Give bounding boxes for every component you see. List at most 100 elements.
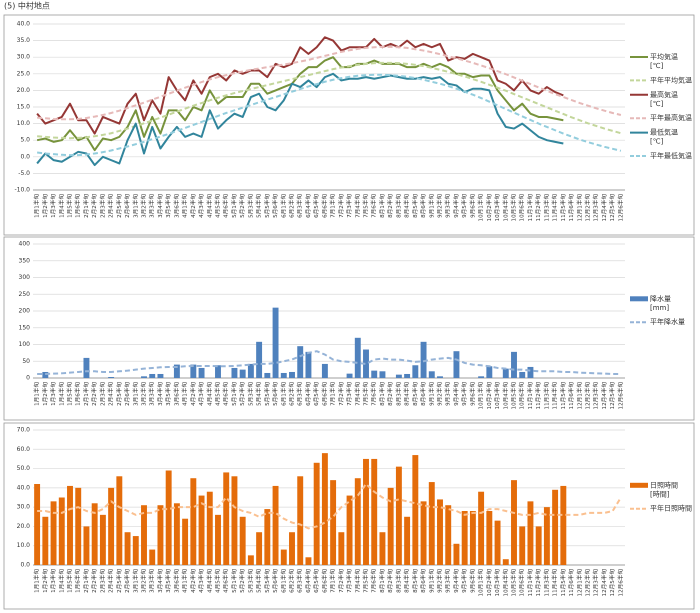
bar: [231, 367, 238, 378]
bar: [363, 458, 369, 565]
x-tick-label: 12月1半旬: [575, 569, 583, 597]
x-tick-label: 1月3半旬: [49, 194, 57, 218]
line: [36, 36, 564, 135]
bar: [412, 365, 419, 378]
bar: [305, 351, 312, 378]
x-tick-label: 5月5半旬: [263, 194, 271, 218]
x-tick-label: 6月4半旬: [304, 382, 312, 406]
x-tick-label: 7月1半旬: [329, 382, 337, 406]
panel-frame: [3, 14, 695, 236]
x-tick-label: 1月1半旬: [33, 569, 41, 593]
bar: [108, 376, 115, 378]
x-tick-label: 4月3半旬: [197, 569, 205, 593]
x-tick-label: 6月2半旬: [288, 382, 296, 406]
x-tick-label: 7月6半旬: [370, 194, 378, 218]
bar: [305, 557, 312, 565]
x-tick-label: 3月4半旬: [156, 194, 164, 218]
y-tick-label: 20.0: [17, 523, 31, 530]
x-tick-label: 5月2半旬: [238, 382, 246, 406]
x-tick-label: 1月2半旬: [41, 194, 49, 218]
bar: [535, 526, 542, 565]
x-tick-label: 2月5半旬: [115, 194, 123, 218]
x-tick-label: 7月3半旬: [345, 194, 353, 218]
x-tick-label: 3月4半旬: [156, 569, 164, 593]
x-tick-label: 7月6半旬: [370, 569, 378, 593]
line: [36, 73, 622, 157]
bar: [420, 501, 427, 565]
x-tick-label: 3月4半旬: [156, 382, 164, 406]
y-tick-label: 60.0: [17, 446, 31, 453]
y-tick-label: 30.0: [17, 504, 31, 511]
x-tick-label: 3月2半旬: [140, 194, 148, 218]
x-tick-label: 9月1半旬: [427, 382, 435, 406]
y-tick-label: 200: [19, 308, 31, 315]
x-tick-label: 2月6半旬: [123, 382, 131, 406]
x-tick-label: 7月5半旬: [362, 569, 370, 593]
x-tick-label: 2月2半旬: [90, 194, 98, 218]
bar: [67, 485, 73, 565]
legend-label: 平均気温: [650, 52, 678, 61]
x-tick-label: 6月3半旬: [296, 382, 304, 406]
bar: [280, 549, 287, 565]
x-tick-label: 10月3半旬: [493, 569, 501, 597]
bar: [346, 373, 353, 378]
line: [36, 56, 564, 152]
x-tick-label: 7月2半旬: [337, 194, 345, 218]
x-tick-label: 9月4半旬: [452, 194, 460, 218]
x-tick-label: 11月2半旬: [534, 382, 542, 410]
bar: [182, 518, 189, 565]
x-tick-label: 12月3半旬: [592, 382, 600, 410]
bar: [486, 366, 493, 378]
y-tick-label: 0.0: [20, 153, 30, 160]
x-tick-label: 7月4半旬: [353, 194, 361, 218]
x-tick-label: 7月6半旬: [370, 382, 378, 406]
legend-unit: [℃]: [650, 100, 664, 108]
bar: [173, 503, 180, 565]
bar: [34, 484, 41, 565]
y-tick-label: 350: [19, 257, 31, 264]
bar: [75, 487, 82, 565]
x-tick-label: 12月6半旬: [616, 194, 624, 222]
x-tick-label: 9月5半旬: [460, 194, 468, 218]
bar: [124, 532, 131, 565]
x-tick-label: 5月3半旬: [246, 569, 254, 593]
x-tick-label: 1月3半旬: [49, 382, 57, 406]
bar: [354, 337, 361, 378]
x-tick-label: 6月3半旬: [296, 569, 304, 593]
x-tick-label: 2月3半旬: [98, 569, 106, 593]
bar: [469, 511, 476, 565]
x-tick-label: 2月3半旬: [98, 382, 106, 406]
bar: [519, 526, 526, 565]
x-tick-label: 12月6半旬: [616, 569, 624, 597]
x-tick-label: 7月4半旬: [353, 569, 361, 593]
x-tick-label: 11月1半旬: [526, 569, 534, 597]
bar: [363, 349, 369, 378]
x-tick-label: 5月2半旬: [238, 194, 246, 218]
x-tick-label: 2月1半旬: [82, 194, 90, 218]
bar: [215, 365, 221, 378]
x-tick-label: 3月1半旬: [131, 382, 139, 406]
bar: [395, 466, 402, 565]
x-tick-label: 9月4半旬: [452, 382, 460, 406]
x-tick-label: 10月2半旬: [485, 569, 493, 597]
x-tick-label: 11月3半旬: [542, 382, 550, 410]
bar: [502, 559, 509, 565]
bar: [437, 499, 443, 565]
x-tick-label: 7月3半旬: [345, 569, 353, 593]
bar: [486, 511, 493, 565]
bar: [560, 485, 567, 565]
bar: [543, 507, 550, 565]
y-tick-label: 100: [19, 341, 31, 348]
x-tick-label: 5月5半旬: [263, 569, 271, 593]
x-tick-label: 7月2半旬: [337, 569, 345, 593]
x-tick-label: 5月3半旬: [246, 382, 254, 406]
x-tick-label: 12月2半旬: [584, 382, 592, 410]
bar: [289, 371, 295, 378]
x-tick-label: 9月5半旬: [460, 382, 468, 406]
bar: [264, 509, 271, 565]
x-tick-label: 9月3半旬: [444, 194, 452, 218]
x-tick-label: 10月5半旬: [510, 569, 518, 597]
bar: [83, 357, 90, 378]
bar: [247, 555, 254, 565]
x-tick-label: 2月2半旬: [90, 382, 98, 406]
